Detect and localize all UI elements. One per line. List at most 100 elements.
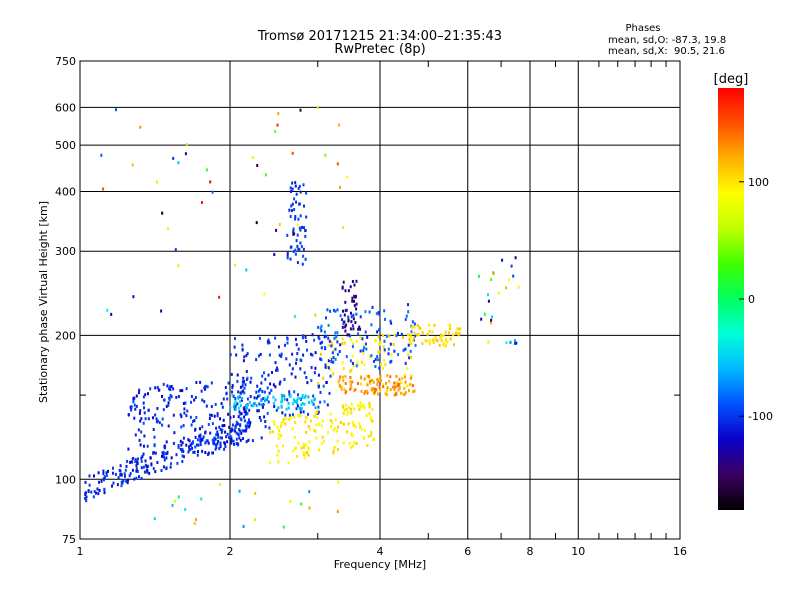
data-point [95, 491, 97, 495]
data-point [84, 480, 87, 484]
data-point [130, 407, 133, 411]
data-point [295, 446, 298, 450]
data-point [353, 423, 356, 427]
data-point [325, 316, 327, 320]
data-point [317, 448, 320, 452]
data-point [327, 336, 330, 340]
data-point [397, 388, 400, 392]
data-point [341, 285, 344, 289]
data-point [336, 308, 339, 312]
data-point [102, 477, 105, 481]
data-point [107, 469, 109, 473]
data-point [444, 330, 447, 334]
data-point [487, 293, 489, 297]
data-point [87, 490, 90, 493]
data-point [313, 414, 316, 418]
data-point [221, 405, 224, 409]
y-tick-label: 75 [62, 533, 76, 546]
data-point [216, 442, 219, 446]
data-point [382, 334, 384, 337]
data-point [342, 226, 345, 229]
data-point [245, 440, 248, 444]
data-point [334, 309, 337, 313]
x-tick-label: 4 [377, 545, 384, 558]
data-point [112, 481, 115, 485]
data-point [161, 211, 164, 215]
data-point [195, 518, 197, 522]
data-point [340, 387, 343, 391]
data-point [398, 383, 401, 387]
data-point [359, 335, 362, 339]
data-point [508, 278, 511, 282]
data-point [281, 411, 284, 415]
data-point [384, 317, 386, 321]
data-point [90, 490, 93, 494]
data-point [235, 431, 238, 435]
data-point [387, 347, 390, 351]
data-point [272, 401, 275, 405]
data-point [354, 321, 357, 324]
data-point [395, 392, 398, 396]
data-point [314, 351, 317, 355]
data-point [433, 323, 436, 327]
data-point [248, 423, 251, 427]
data-point [369, 381, 372, 385]
data-point [297, 441, 300, 445]
data-point [342, 280, 345, 284]
data-point [206, 385, 209, 389]
x-tick-label: 8 [527, 545, 534, 558]
data-point [218, 447, 221, 451]
data-point [307, 447, 310, 451]
data-point [125, 479, 128, 483]
data-point [457, 333, 460, 337]
data-point [293, 415, 296, 419]
data-point [172, 156, 175, 160]
data-point [221, 424, 224, 428]
data-point [295, 343, 298, 347]
data-point [228, 436, 231, 440]
data-point [344, 300, 347, 304]
data-point [359, 401, 362, 404]
data-point [231, 386, 234, 390]
data-point [106, 308, 109, 312]
data-point [458, 327, 460, 331]
data-point [165, 404, 168, 408]
data-point [278, 353, 281, 357]
data-point [384, 392, 387, 396]
data-point [255, 396, 258, 400]
data-point [352, 354, 355, 358]
data-point [224, 442, 226, 446]
data-point [334, 347, 337, 351]
y-axis-label: Stationary phase Virtual Height [km] [37, 201, 50, 403]
data-point [336, 331, 339, 335]
data-point [296, 404, 299, 408]
data-point [293, 435, 296, 439]
data-point [393, 393, 396, 397]
data-point [304, 335, 307, 339]
data-point [200, 437, 203, 441]
data-point [400, 381, 403, 385]
data-point [289, 500, 292, 503]
data-point [193, 522, 196, 526]
data-point [280, 352, 283, 356]
colorbar-tick-label: -100 [748, 410, 773, 423]
data-point [255, 404, 258, 408]
data-point [139, 125, 142, 129]
data-point [428, 323, 431, 327]
data-point [224, 445, 227, 449]
data-point [385, 381, 388, 385]
data-point [403, 375, 406, 379]
data-point [332, 356, 335, 360]
data-point [147, 408, 150, 412]
data-point [102, 187, 105, 191]
data-point [226, 432, 229, 436]
data-point [355, 312, 358, 316]
data-point [286, 251, 289, 255]
data-point [240, 412, 243, 416]
data-point [236, 402, 239, 406]
data-point [383, 359, 386, 363]
data-point [135, 469, 138, 473]
data-point [320, 424, 323, 428]
data-point [303, 402, 306, 406]
data-point [350, 445, 353, 449]
